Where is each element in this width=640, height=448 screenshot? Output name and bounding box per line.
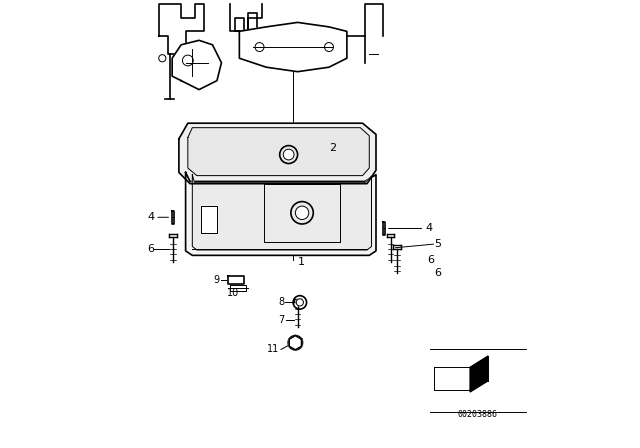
Polygon shape	[239, 22, 347, 72]
FancyBboxPatch shape	[204, 134, 235, 148]
Text: 4: 4	[425, 224, 433, 233]
Polygon shape	[172, 40, 221, 90]
Text: 3: 3	[242, 137, 248, 146]
Text: 6: 6	[428, 255, 435, 265]
Polygon shape	[172, 211, 174, 224]
Polygon shape	[470, 356, 488, 392]
Polygon shape	[186, 172, 376, 255]
Polygon shape	[383, 222, 385, 235]
Text: 6: 6	[435, 268, 441, 278]
Text: 1: 1	[298, 257, 305, 267]
Text: 6: 6	[147, 244, 154, 254]
Polygon shape	[192, 175, 371, 250]
Circle shape	[296, 299, 303, 306]
Text: 00203886: 00203886	[458, 410, 498, 419]
Text: 11: 11	[268, 345, 280, 354]
Text: 9: 9	[213, 275, 220, 285]
Circle shape	[284, 149, 294, 160]
Text: 8: 8	[278, 297, 284, 307]
Polygon shape	[202, 206, 217, 233]
Polygon shape	[228, 276, 244, 284]
Text: 5: 5	[435, 239, 441, 249]
Text: 2: 2	[329, 143, 336, 153]
Text: 4: 4	[147, 212, 154, 222]
Polygon shape	[179, 123, 376, 184]
Polygon shape	[289, 336, 301, 350]
Polygon shape	[188, 128, 369, 176]
Text: 10: 10	[227, 288, 239, 297]
Circle shape	[296, 206, 309, 220]
Text: 7: 7	[278, 315, 284, 325]
